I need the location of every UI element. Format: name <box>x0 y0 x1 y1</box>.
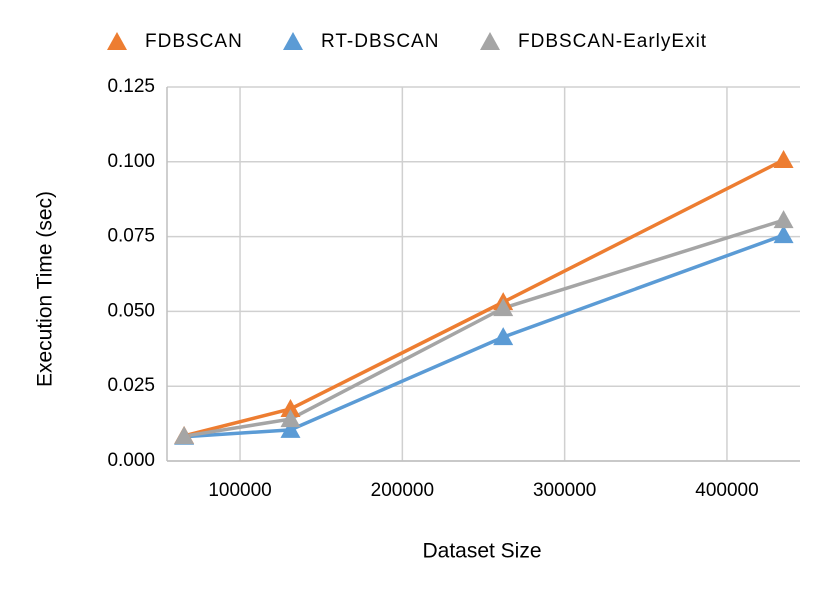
marker <box>280 398 301 417</box>
x-tick-label: 400000 <box>695 480 758 501</box>
legend-label: FDBSCAN-EarlyExit <box>518 31 707 52</box>
marker <box>280 419 301 438</box>
y-tick-label: 0.000 <box>107 450 155 471</box>
marker <box>493 327 514 346</box>
marker <box>773 210 794 229</box>
legend-label: RT-DBSCAN <box>321 31 439 52</box>
series-line <box>183 233 785 439</box>
x-tick-label: 100000 <box>208 480 271 501</box>
y-tick-label: 0.075 <box>107 226 155 247</box>
marker <box>773 150 794 169</box>
marker <box>773 225 794 244</box>
y-tick-label: 0.125 <box>107 76 155 97</box>
x-axis-label: Dataset Size <box>422 540 541 563</box>
legend-marker <box>283 32 303 50</box>
y-axis-label: Execution Time (sec) <box>34 191 57 387</box>
series-line <box>183 158 785 438</box>
y-tick-label: 0.025 <box>107 375 155 396</box>
legend-marker <box>107 32 127 50</box>
marker <box>493 298 514 317</box>
marker <box>280 409 301 428</box>
x-tick-label: 200000 <box>371 480 434 501</box>
series-line <box>183 218 785 438</box>
y-tick-label: 0.050 <box>107 300 155 321</box>
legend-marker <box>480 32 500 50</box>
marker <box>174 426 195 445</box>
x-tick-label: 300000 <box>533 480 596 501</box>
y-tick-label: 0.100 <box>107 151 155 172</box>
legend-label: FDBSCAN <box>145 31 243 52</box>
